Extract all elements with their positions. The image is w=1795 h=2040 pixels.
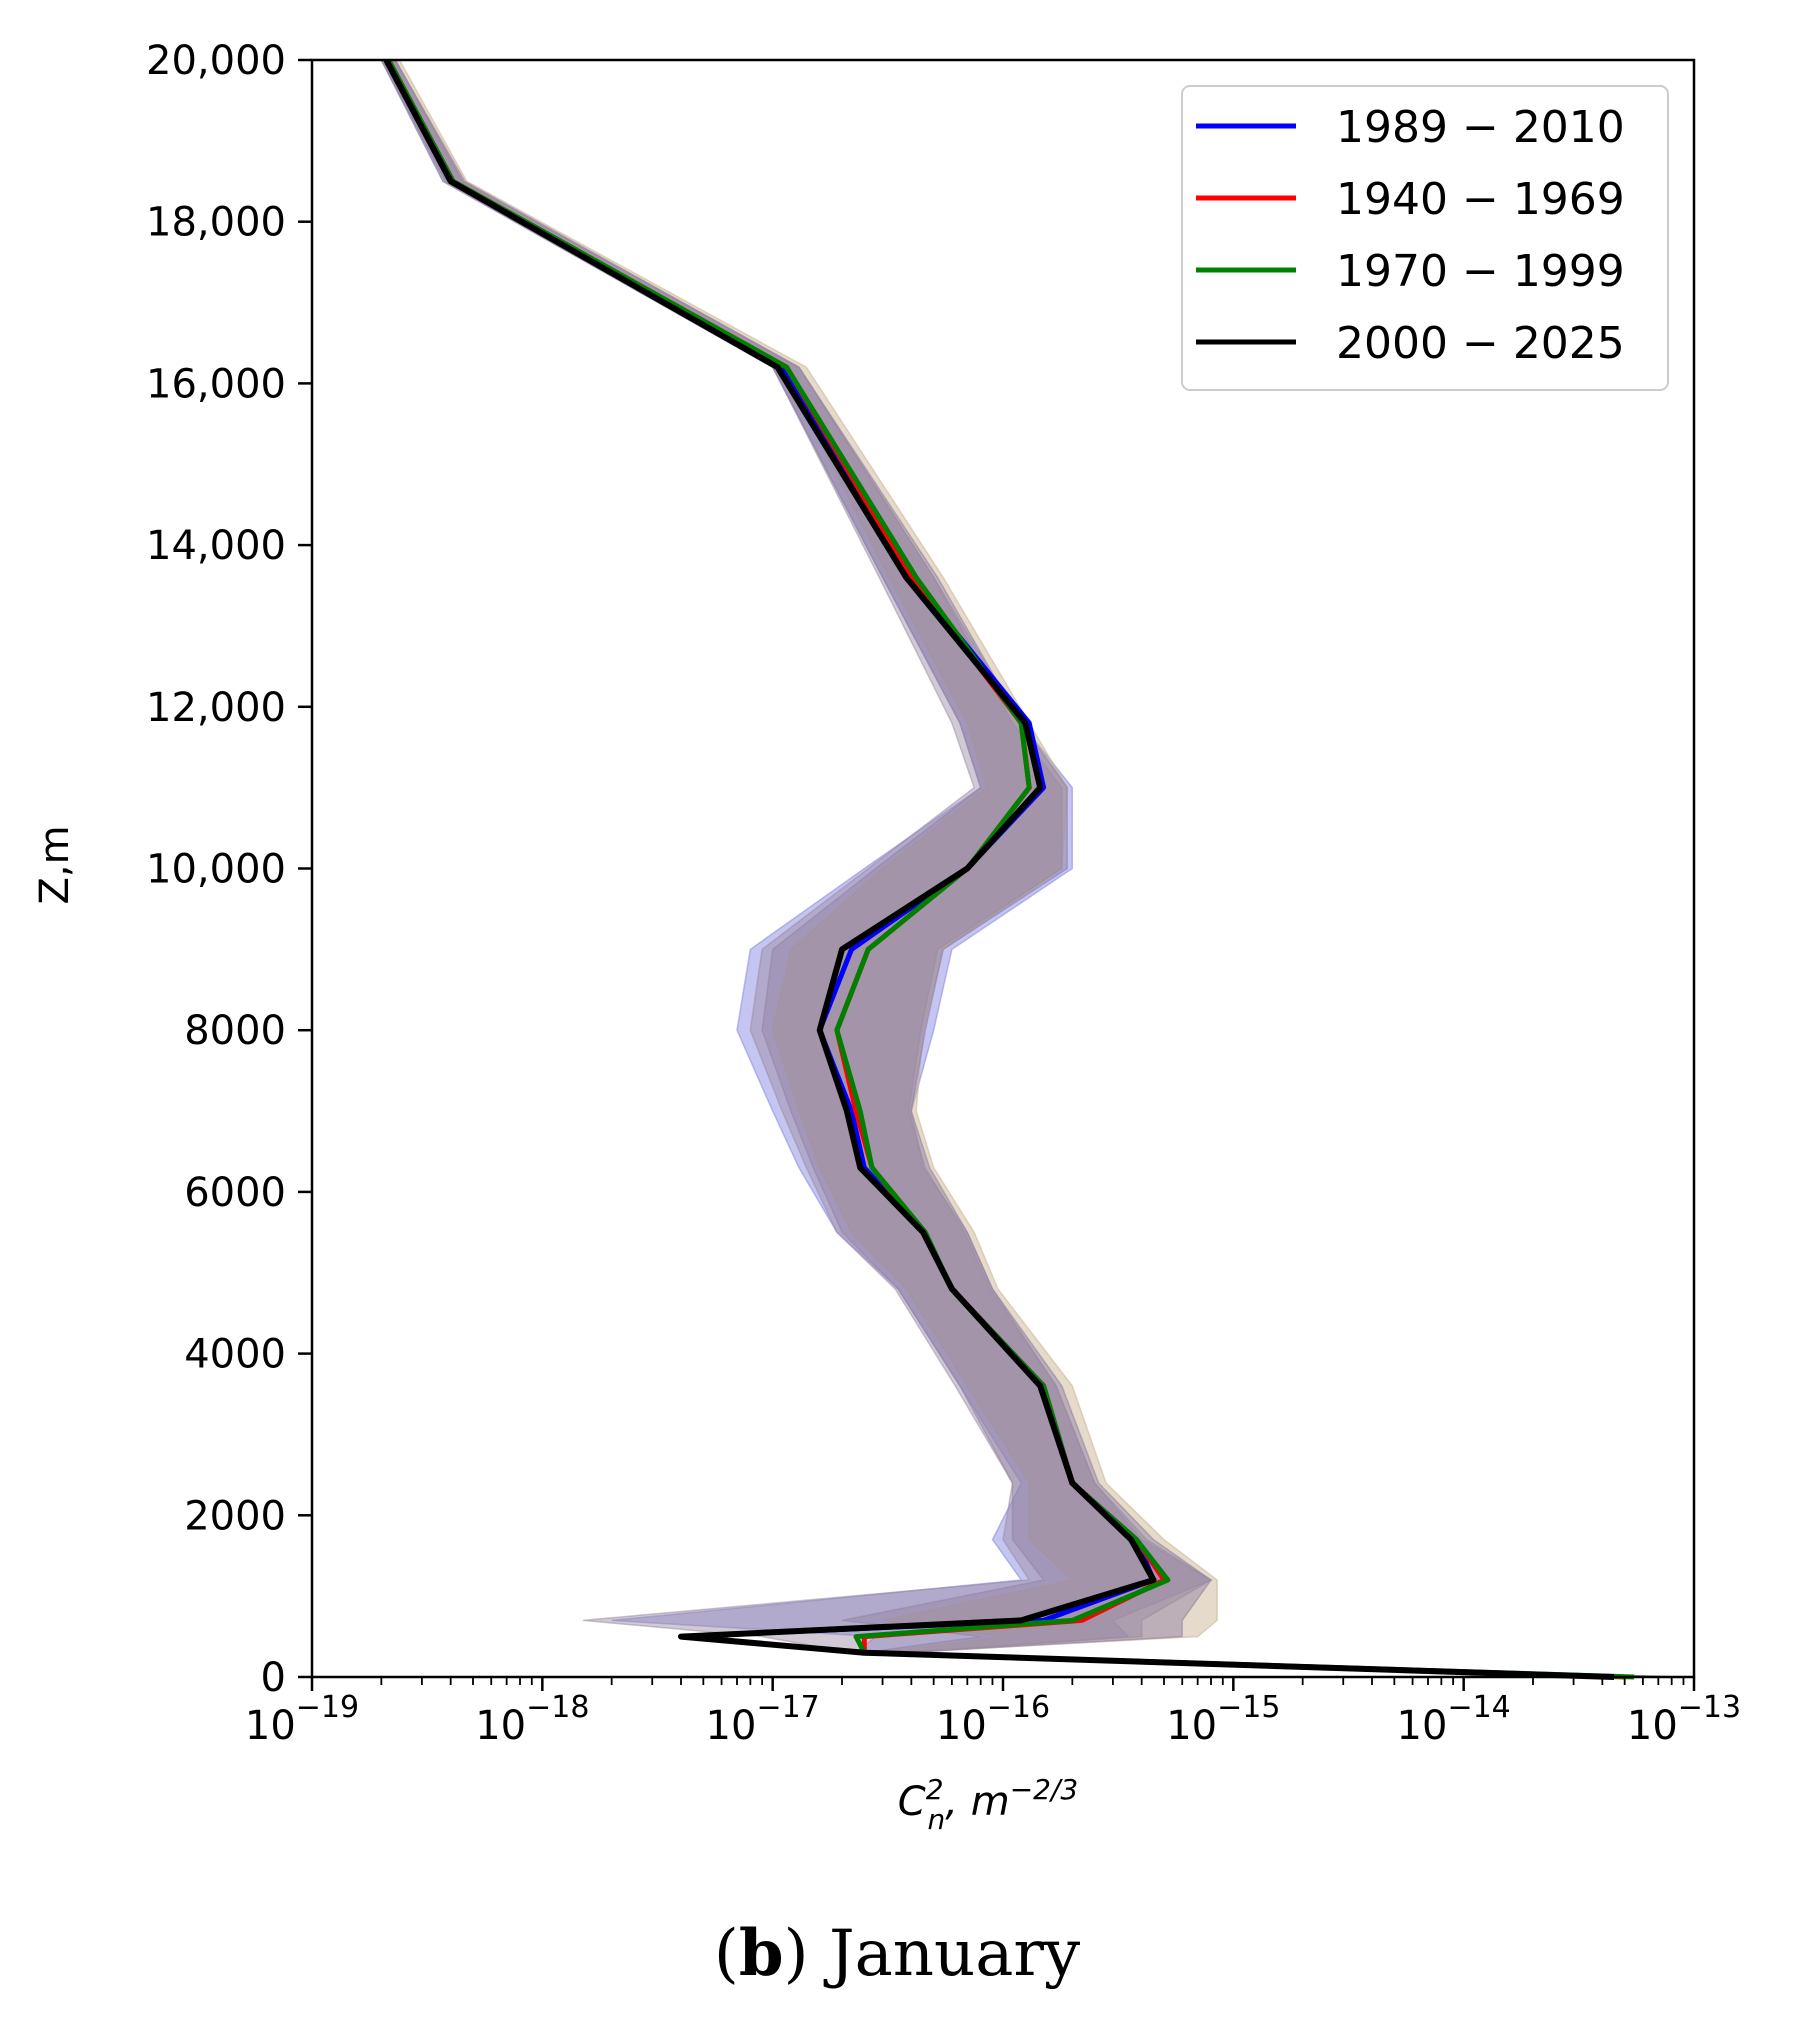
series-line-4	[383, 58, 1615, 1680]
legend-box	[1181, 85, 1669, 391]
y-axis-label: Z,m	[32, 825, 78, 904]
x-tick-label: 10−18	[475, 1690, 589, 1749]
x-axis-ticks: 10−19 10−18 10−17 10−16 10−15 10−14 10−13	[245, 1677, 1741, 1749]
y-tick-label: 6000	[184, 1170, 286, 1216]
y-tick-label: 14,000	[146, 523, 286, 569]
legend-entry: 1940 − 1969	[1336, 174, 1625, 225]
y-tick-label: 16,000	[146, 361, 286, 407]
x-tick-label: 10−19	[245, 1690, 359, 1749]
y-tick-label: 0	[261, 1655, 286, 1701]
legend-entry: 1989 − 2010	[1336, 102, 1625, 153]
y-tick-label: 20,000	[146, 38, 286, 84]
y-tick-label: 4000	[184, 1332, 286, 1378]
y-axis-ticks: 0 2000 4000 6000 8000 10,000 12,000 14,000 16,00…	[146, 38, 312, 1701]
y-tick-label: 8000	[184, 1008, 286, 1054]
x-tick-label: 10−17	[706, 1690, 820, 1749]
legend-entry: 2000 − 2025	[1336, 318, 1625, 369]
x-tick-label: 10−13	[1627, 1690, 1741, 1749]
series-lines	[383, 58, 1635, 1680]
y-tick-label: 2000	[184, 1493, 286, 1539]
legend: 1989 − 2010 1940 − 1969 1970 − 1999 2000 − …	[1181, 85, 1669, 391]
series-line-3	[386, 58, 1635, 1680]
x-tick-label: 10−14	[1397, 1690, 1511, 1749]
y-tick-label: 18,000	[146, 200, 286, 246]
x-tick-label: 10−15	[1166, 1690, 1280, 1749]
legend-entry: 1970 − 1999	[1336, 246, 1625, 297]
y-tick-label: 10,000	[146, 847, 286, 893]
y-tick-label: 12,000	[146, 685, 286, 731]
figure-caption: (b) January	[714, 1916, 1080, 1991]
x-tick-label: 10−16	[936, 1690, 1050, 1749]
x-axis-label: C2 n, m−2/3	[898, 1773, 1078, 1836]
